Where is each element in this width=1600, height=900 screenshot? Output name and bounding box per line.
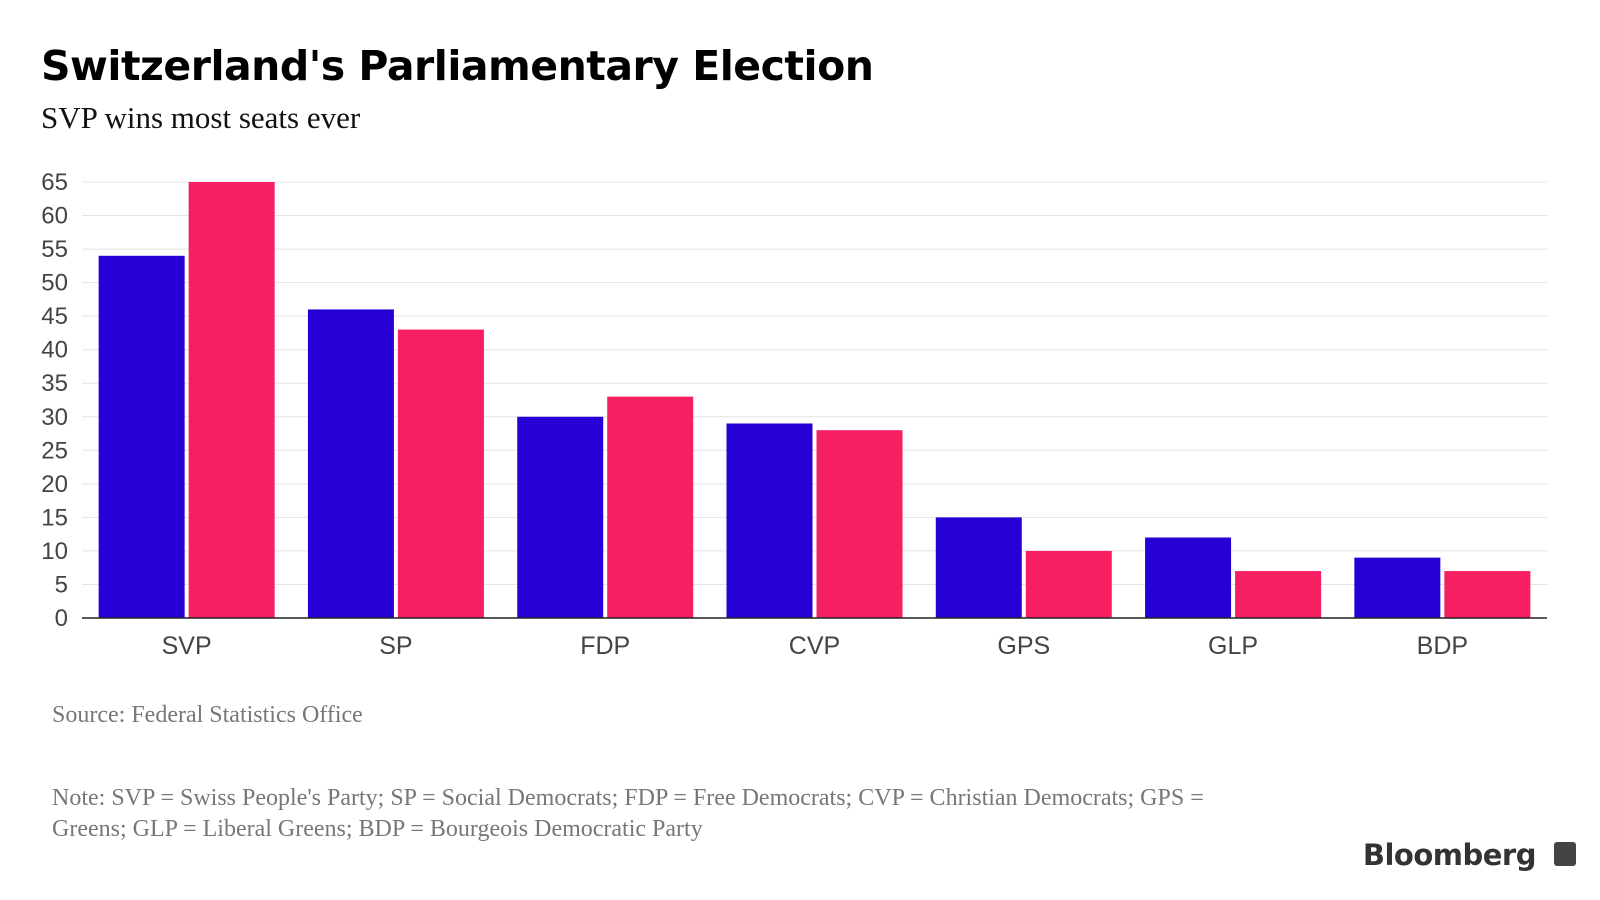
x-tick-label: SVP xyxy=(162,632,212,660)
y-tick-label: 50 xyxy=(41,270,68,297)
bar-chart: 0 5 10 15 20 25 30 35 40 45 50 55 60 65 SVP SP FDP CVP GPS… xyxy=(41,169,1547,660)
chart-subtitle: SVP wins most seats ever xyxy=(41,100,361,135)
x-tick-label: BDP xyxy=(1417,632,1468,660)
y-tick-label: 60 xyxy=(41,203,68,230)
bloomberg-logo: Bloomberg xyxy=(1362,838,1537,872)
y-tick-label: 35 xyxy=(41,370,68,397)
bar-bdp-1 xyxy=(1354,557,1441,618)
y-tick-label: 40 xyxy=(41,337,68,364)
bar-glp-1 xyxy=(1145,537,1232,618)
x-tick-label: GLP xyxy=(1208,632,1258,660)
y-tick-label: 20 xyxy=(41,471,68,498)
source-note: Source: Federal Statistics Office xyxy=(52,702,363,728)
y-tick-label: 65 xyxy=(41,169,68,196)
footnote: Note: SVP = Swiss People's Party; SP = S… xyxy=(52,785,1204,842)
y-tick-label: 15 xyxy=(41,504,68,531)
y-tick-label: 10 xyxy=(41,538,68,565)
bar-sp-2 xyxy=(397,329,484,618)
x-tick-label: SP xyxy=(379,632,412,660)
bar-cvp-2 xyxy=(816,430,903,618)
bar-gps-1 xyxy=(935,517,1022,618)
bar-sp-1 xyxy=(307,309,394,618)
y-tick-label: 25 xyxy=(41,437,68,464)
bar-svp-1 xyxy=(98,255,185,619)
bar-bdp-2 xyxy=(1444,571,1531,618)
y-tick-label: 30 xyxy=(41,404,68,431)
bar-cvp-1 xyxy=(726,423,813,618)
bar-fdp-2 xyxy=(607,396,694,618)
y-tick-label: 55 xyxy=(41,236,68,263)
bar-fdp-1 xyxy=(517,416,604,618)
chart-title: Switzerland's Parliamentary Election xyxy=(41,42,874,90)
bloomberg-chart-icon xyxy=(1554,842,1576,866)
y-tick-label: 45 xyxy=(41,303,68,330)
bar-gps-2 xyxy=(1025,550,1112,618)
y-tick-label: 5 xyxy=(55,571,68,598)
bar-svp-2 xyxy=(188,182,275,618)
x-tick-label: CVP xyxy=(789,632,840,660)
y-tick-label: 0 xyxy=(55,605,68,632)
x-tick-label: FDP xyxy=(580,632,630,660)
x-tick-label: GPS xyxy=(997,632,1050,660)
bar-glp-2 xyxy=(1235,571,1322,618)
